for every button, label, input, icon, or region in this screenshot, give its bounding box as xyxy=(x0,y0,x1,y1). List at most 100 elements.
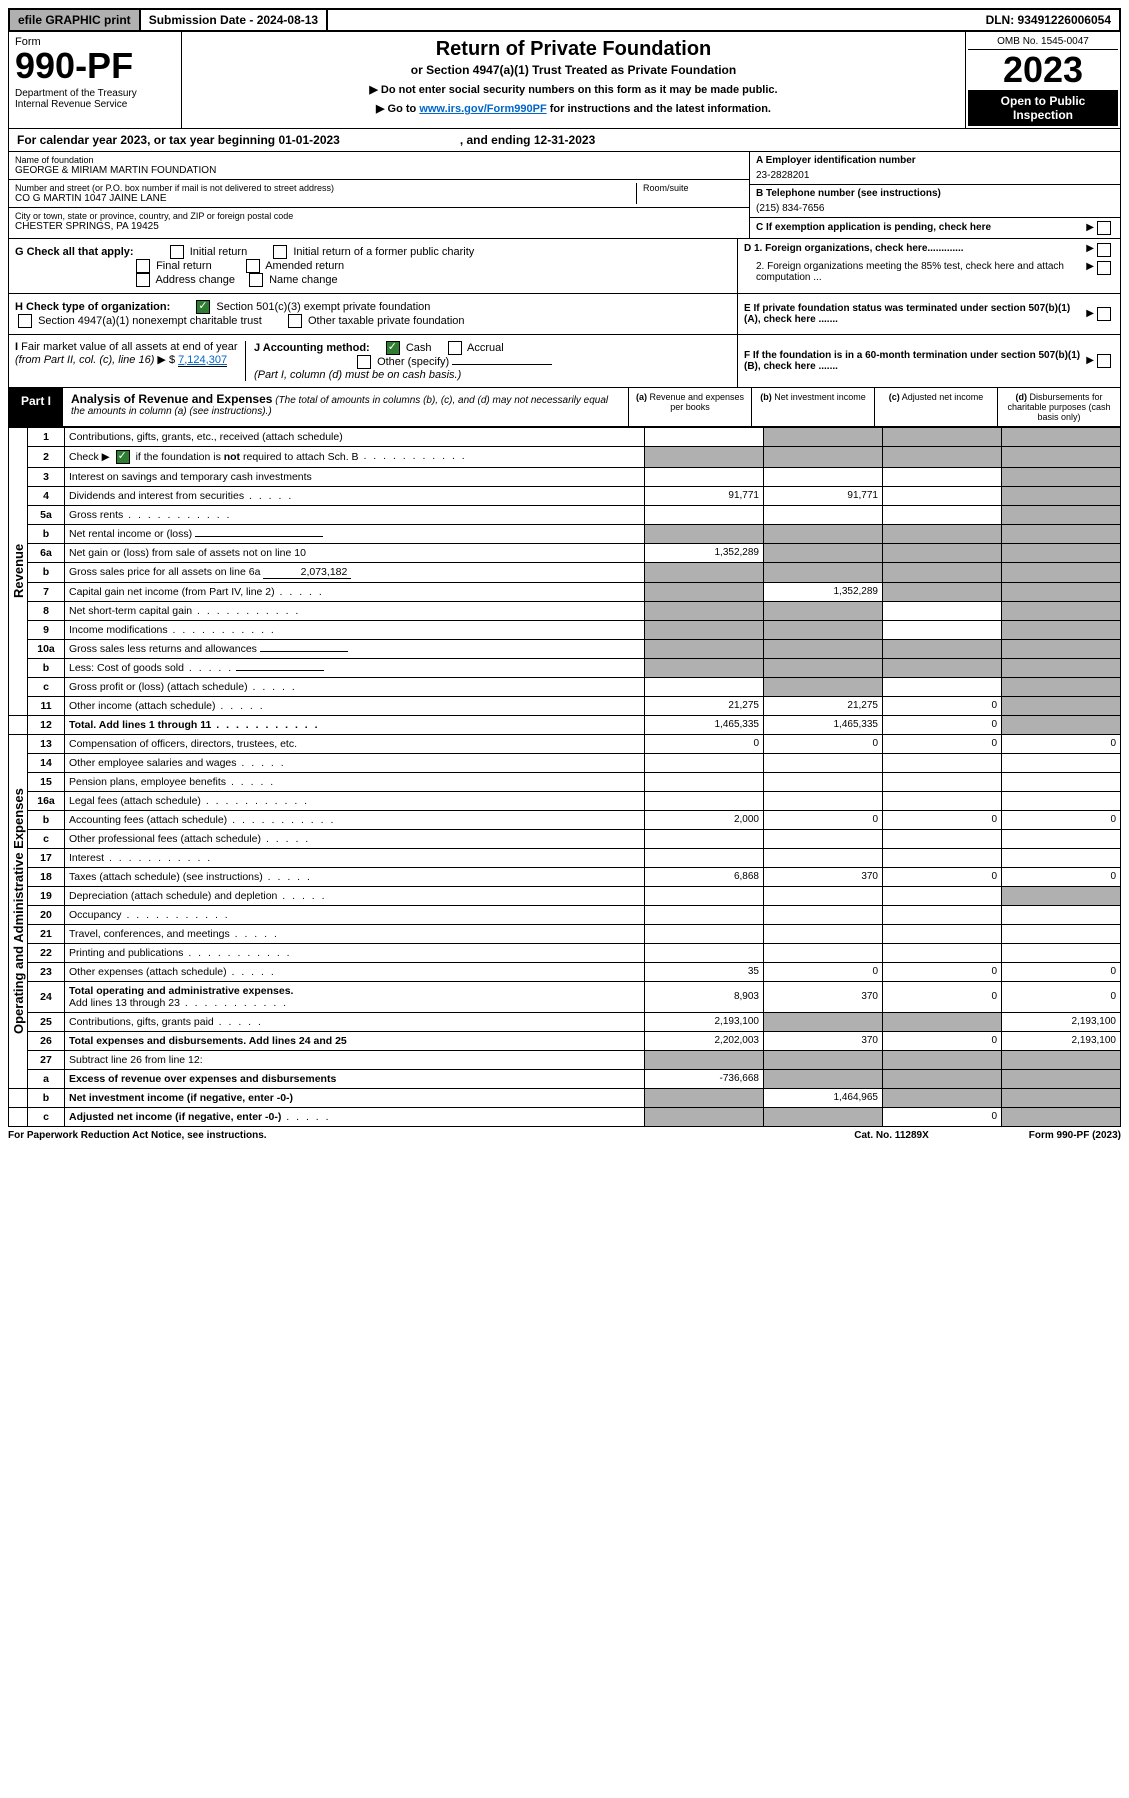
e-checkbox[interactable] xyxy=(1097,307,1111,321)
cell-value: 0 xyxy=(1002,867,1121,886)
col-d-header: (d) Disbursements for charitable purpose… xyxy=(997,388,1120,426)
schb-checkbox[interactable] xyxy=(116,450,130,464)
h-501c3[interactable] xyxy=(196,300,210,314)
part1-label: Part I xyxy=(9,388,63,426)
cell-value: 0 xyxy=(1002,734,1121,753)
f-checkbox[interactable] xyxy=(1097,354,1111,368)
h-4947[interactable] xyxy=(18,314,32,328)
line-no: 23 xyxy=(28,962,65,981)
dept-line1: Department of the Treasury xyxy=(15,88,175,99)
form-subtitle: or Section 4947(a)(1) Trust Treated as P… xyxy=(192,63,955,77)
cell-value: 2,193,100 xyxy=(1002,1012,1121,1031)
line-no: 13 xyxy=(28,734,65,753)
g-label: G Check all that apply: xyxy=(15,246,134,258)
line-desc: Other professional fees (attach schedule… xyxy=(65,829,645,848)
cell-value: 0 xyxy=(764,734,883,753)
line-desc: Net rental income or (loss) xyxy=(65,524,645,543)
cell-value: 6,868 xyxy=(645,867,764,886)
line-no: 16a xyxy=(28,791,65,810)
line-no: b xyxy=(28,658,65,677)
line-no: 8 xyxy=(28,601,65,620)
line-no: 19 xyxy=(28,886,65,905)
line-desc: Printing and publications xyxy=(65,943,645,962)
line-no: b xyxy=(28,1088,65,1107)
page-footer: For Paperwork Reduction Act Notice, see … xyxy=(8,1127,1121,1144)
c-checkbox[interactable] xyxy=(1097,221,1111,235)
ein-value: 23-2828201 xyxy=(756,166,1114,181)
cell-value: 0 xyxy=(883,867,1002,886)
line-desc: Total operating and administrative expen… xyxy=(65,981,645,1012)
cell-value: 0 xyxy=(645,734,764,753)
line-no: 18 xyxy=(28,867,65,886)
omb-number: OMB No. 1545-0047 xyxy=(968,34,1118,50)
cell-value: 91,771 xyxy=(645,486,764,505)
form-number: 990-PF xyxy=(15,48,175,84)
cell-value: 0 xyxy=(1002,962,1121,981)
line-no: 11 xyxy=(28,696,65,715)
footer-mid: Cat. No. 11289X xyxy=(854,1130,928,1141)
form-header: Form 990-PF Department of the Treasury I… xyxy=(8,32,1121,129)
d2-label: 2. Foreign organizations meeting the 85%… xyxy=(744,261,1086,283)
g-amended[interactable] xyxy=(246,259,260,273)
efile-print-button[interactable]: efile GRAPHIC print xyxy=(10,10,141,30)
h-other-taxable[interactable] xyxy=(288,314,302,328)
j-other[interactable] xyxy=(357,355,371,369)
line-desc: Gross sales less returns and allowances xyxy=(65,639,645,658)
tax-year: 2023 xyxy=(968,50,1118,90)
line-desc: Occupancy xyxy=(65,905,645,924)
line-no: 7 xyxy=(28,582,65,601)
cell-value: 1,465,335 xyxy=(645,715,764,734)
j-note: (Part I, column (d) must be on cash basi… xyxy=(254,369,461,381)
expenses-side-label: Operating and Administrative Expenses xyxy=(9,734,28,1088)
section-h-e: H Check type of organization: Section 50… xyxy=(8,294,1121,335)
g-name-change[interactable] xyxy=(249,273,263,287)
g-initial-return[interactable] xyxy=(170,245,184,259)
j-accrual[interactable] xyxy=(448,341,462,355)
cell-value: 35 xyxy=(645,962,764,981)
i-value-link[interactable]: 7,124,307 xyxy=(178,354,227,367)
d1-label: D 1. Foreign organizations, check here..… xyxy=(744,243,1086,257)
dept-line2: Internal Revenue Service xyxy=(15,99,175,110)
section-g-d: G Check all that apply: Initial return I… xyxy=(8,239,1121,294)
line-desc: Depreciation (attach schedule) and deple… xyxy=(65,886,645,905)
dln-number: DLN: 93491226006054 xyxy=(978,10,1119,30)
line-no: 17 xyxy=(28,848,65,867)
line-desc: Total expenses and disbursements. Add li… xyxy=(65,1031,645,1050)
entity-info: Name of foundation GEORGE & MIRIAM MARTI… xyxy=(8,152,1121,239)
col-a-header: (a) Revenue and expenses per books xyxy=(628,388,751,426)
calendar-year-row: For calendar year 2023, or tax year begi… xyxy=(8,129,1121,152)
line-desc: Check ▶ if the foundation is not require… xyxy=(65,446,645,467)
line-desc: Other employee salaries and wages xyxy=(65,753,645,772)
instr-line2: ▶ Go to www.irs.gov/Form990PF for instru… xyxy=(192,102,955,115)
cell-value: 0 xyxy=(764,810,883,829)
j-cash[interactable] xyxy=(386,341,400,355)
cell-value: 0 xyxy=(883,715,1002,734)
col-c-header: (c) Adjusted net income xyxy=(874,388,997,426)
addr-label: Number and street (or P.O. box number if… xyxy=(15,183,636,193)
cell-value: 0 xyxy=(883,734,1002,753)
line-no: 9 xyxy=(28,620,65,639)
line-no: 20 xyxy=(28,905,65,924)
top-bar: efile GRAPHIC print Submission Date - 20… xyxy=(8,8,1121,32)
cell-value: 0 xyxy=(883,962,1002,981)
g-address-change[interactable] xyxy=(136,273,150,287)
col-b-header: (b) Net investment income xyxy=(751,388,874,426)
name-label: Name of foundation xyxy=(15,155,743,165)
room-label: Room/suite xyxy=(643,183,743,193)
line-desc: Total. Add lines 1 through 11 xyxy=(65,715,645,734)
line-desc: Net investment income (if negative, ente… xyxy=(65,1088,645,1107)
irs-link[interactable]: www.irs.gov/Form990PF xyxy=(419,103,546,115)
cell-value: 91,771 xyxy=(764,486,883,505)
d1-checkbox[interactable] xyxy=(1097,243,1111,257)
line-no: a xyxy=(28,1069,65,1088)
d2-checkbox[interactable] xyxy=(1097,261,1111,275)
line-desc: Pension plans, employee benefits xyxy=(65,772,645,791)
g-final-return[interactable] xyxy=(136,259,150,273)
cell-value: 0 xyxy=(764,962,883,981)
line-desc: Net short-term capital gain xyxy=(65,601,645,620)
g-initial-public[interactable] xyxy=(273,245,287,259)
line-desc: Net gain or (loss) from sale of assets n… xyxy=(65,543,645,562)
c-label: C If exemption application is pending, c… xyxy=(756,222,1086,233)
cell-value: 2,000 xyxy=(645,810,764,829)
cell-value: 0 xyxy=(883,981,1002,1012)
